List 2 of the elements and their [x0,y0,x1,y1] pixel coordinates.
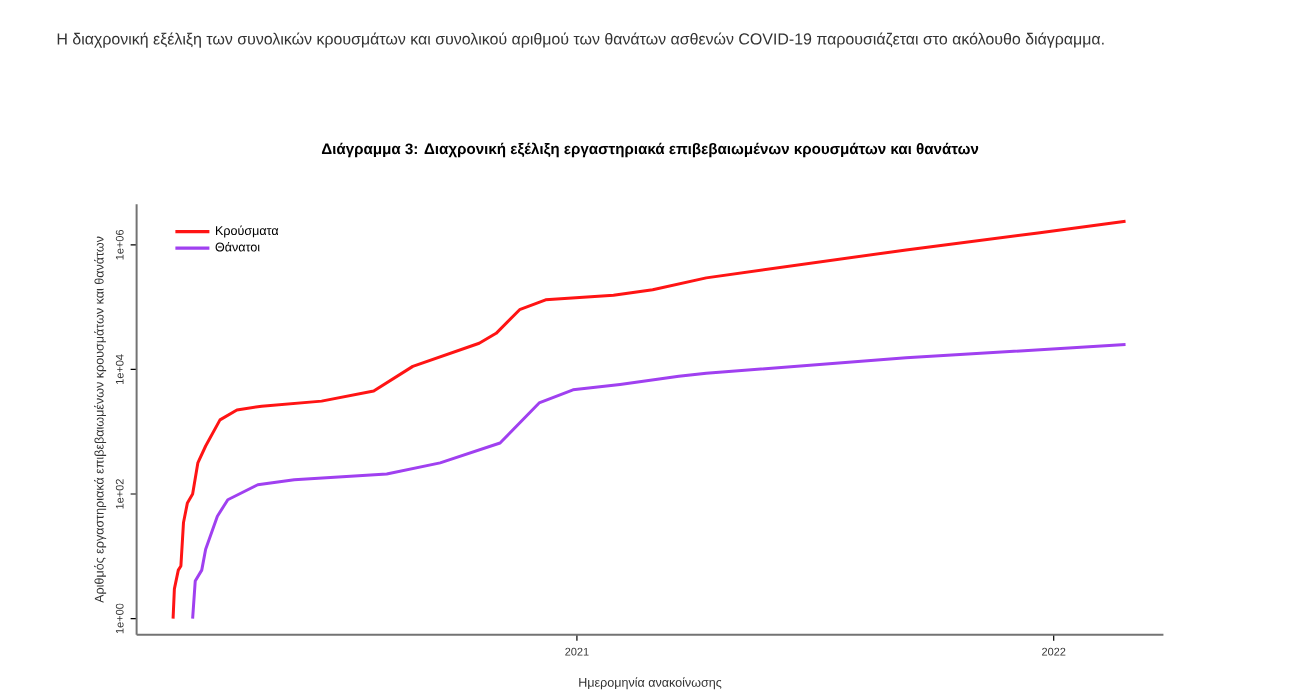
line-series [191,343,1128,621]
line-series [171,219,1128,621]
